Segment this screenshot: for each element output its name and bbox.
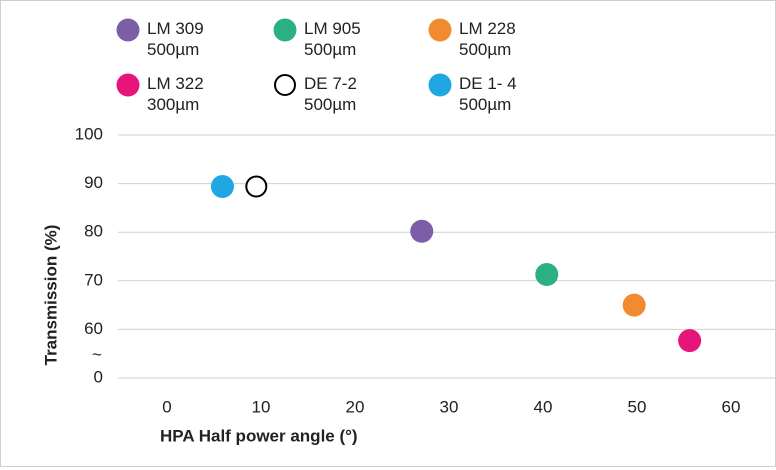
axis-break: ~	[92, 345, 102, 364]
legend-label: LM 905 500µm	[304, 19, 361, 59]
legend-marker	[428, 73, 452, 97]
legend-marker	[274, 74, 296, 96]
legend-marker	[428, 18, 452, 42]
y-axis-label: Transmission (%)	[41, 225, 60, 366]
y-tick-label: 100	[75, 124, 103, 143]
legend-label: LM 322 300µm	[147, 74, 204, 114]
y-tick-label: 0	[94, 367, 103, 386]
legend-label: LM 228 500µm	[459, 19, 516, 59]
legend-label: DE 1- 4 500µm	[459, 74, 517, 114]
x-axis-label: HPA Half power angle (°)	[160, 426, 358, 445]
point	[535, 262, 559, 286]
y-tick-label: 90	[84, 173, 103, 192]
legend-marker	[116, 18, 140, 42]
x-tick-label: 40	[534, 397, 553, 416]
legend-label: LM 309 500µm	[147, 19, 204, 59]
legend-marker	[273, 18, 297, 42]
x-tick-label: 50	[628, 397, 647, 416]
point	[210, 175, 234, 199]
x-tick-label: 60	[722, 397, 741, 416]
x-tick-label: 20	[346, 397, 365, 416]
point	[622, 293, 646, 317]
y-tick-label: 60	[84, 319, 103, 338]
x-tick-label: 30	[440, 397, 459, 416]
point	[245, 175, 268, 198]
y-tick-label: 70	[84, 270, 103, 289]
y-tick-label: 80	[84, 222, 103, 241]
legend-label: DE 7-2 500µm	[304, 74, 357, 114]
point	[678, 329, 702, 353]
legend-marker	[116, 73, 140, 97]
x-tick-label: 10	[252, 397, 271, 416]
point	[410, 219, 434, 243]
x-tick-label: 0	[162, 397, 171, 416]
